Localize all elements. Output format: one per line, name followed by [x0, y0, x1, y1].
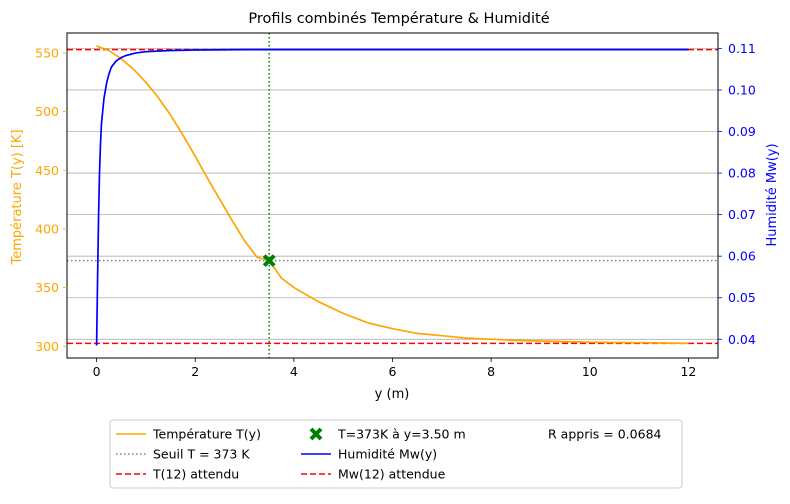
- legend-label-2: T(12) attendu: [152, 467, 239, 482]
- y-left-tick-label-5: 550: [35, 45, 59, 60]
- threshold-marker: [262, 254, 276, 268]
- legend-entry-6: R appris = 0.0684: [548, 427, 662, 442]
- x-axis-label: y (m): [375, 387, 410, 402]
- y-right-tick-label-2: 0.06: [728, 249, 756, 264]
- legend-entry-2: T(12) attendu: [116, 467, 239, 482]
- y-right-tick-label-1: 0.05: [728, 290, 756, 305]
- x-tick-label-0: 0: [93, 364, 101, 379]
- y-right-tick-label-7: 0.11: [728, 41, 756, 56]
- marker-cross: [262, 254, 276, 268]
- legend-box: [109, 419, 683, 489]
- x-tick-label-5: 10: [582, 364, 598, 379]
- y-left-tick-label-3: 450: [35, 163, 59, 178]
- legend-swatch-3: [309, 427, 323, 441]
- legend-label-4: Humidité Mw(y): [338, 447, 437, 462]
- plot-frame: [66, 32, 719, 359]
- legend-label-5: Mw(12) attendue: [338, 467, 446, 482]
- x-tick-label-6: 12: [680, 364, 696, 379]
- series-line-0: [96, 45, 689, 345]
- x-tick-label-3: 6: [389, 364, 397, 379]
- y-right-tick-label-5: 0.09: [728, 124, 756, 139]
- series-line-1: [95, 48, 689, 346]
- legend-label-1: Seuil T = 373 K: [153, 447, 250, 462]
- legend-entry-1: Seuil T = 373 K: [116, 447, 250, 462]
- x-tick-label-2: 4: [290, 364, 298, 379]
- legend-entry-5: Mw(12) attendue: [301, 467, 446, 482]
- legend-entry-4: Humidité Mw(y): [301, 447, 437, 462]
- y-right-tick-label-4: 0.08: [728, 166, 756, 181]
- legend-entry-0: Température T(y): [116, 427, 261, 442]
- y-left-tick-label-2: 400: [35, 221, 59, 236]
- y-right-tick-label-3: 0.07: [728, 207, 756, 222]
- y-right-tick-label-6: 0.10: [728, 82, 756, 97]
- legend-label-6: R appris = 0.0684: [548, 427, 662, 442]
- legend-label-3: T=373K à y=3.50 m: [337, 427, 466, 442]
- y-left-tick-label-4: 500: [35, 104, 59, 119]
- y-axis-label-left: Température T(y) [K]: [10, 129, 25, 265]
- legend-entry-3: T=373K à y=3.50 m: [309, 427, 466, 442]
- y-left-tick-label-0: 300: [35, 339, 59, 354]
- y-axis-label-right: Humidité Mw(y): [765, 143, 780, 246]
- x-tick-label-1: 2: [191, 364, 199, 379]
- y-right-tick-label-0: 0.04: [728, 332, 756, 347]
- x-tick-label-4: 8: [487, 364, 495, 379]
- y-left-tick-label-1: 350: [35, 280, 59, 295]
- chart-title: Profils combinés Température & Humidité: [248, 11, 549, 27]
- legend-label-0: Température T(y): [152, 427, 261, 442]
